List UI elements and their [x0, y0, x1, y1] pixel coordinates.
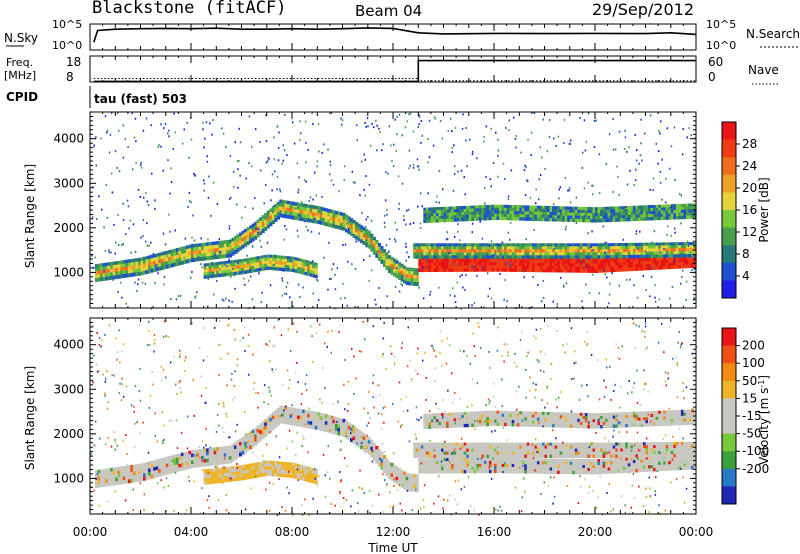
cpid-value: tau (fast) 503	[94, 92, 187, 106]
colorbar-tick-2-1: 8	[742, 247, 750, 261]
noise-line	[93, 27, 697, 43]
ytick-label-2-0: 1000	[53, 265, 84, 279]
freq-ytick-top: 18	[66, 55, 81, 69]
cpid-label: CPID	[6, 90, 38, 104]
nsearch-label: N.Search	[746, 27, 800, 41]
velocity-colorbar-label: Velocity [m s-1]	[757, 375, 772, 465]
power-y-axis: 1000 2000 3000 4000	[53, 111, 696, 309]
power-panel: 1000 2000 3000 4000 Slant Range [km] 4 8 12 16…	[23, 111, 771, 310]
noise-ytick-top: 10^5	[52, 18, 82, 31]
colorbar-swatch	[722, 433, 736, 452]
power-bands	[95, 199, 697, 287]
colorbar-tick-2-3: 16	[742, 203, 757, 217]
time-tick-label: 04:00	[174, 525, 209, 539]
velocity-panel: 1000 2000 3000 4000 Slant Range [km] 200 100…	[23, 317, 772, 516]
colorbar-swatch	[722, 468, 736, 487]
station-title: Blackstone (fitACF)	[92, 0, 287, 18]
time-axis-label: Time UT	[367, 541, 418, 554]
colorbar-swatch	[722, 380, 736, 399]
colorbar-swatch	[722, 210, 736, 228]
nsearch-ytick-top: 10^5	[706, 18, 736, 31]
power-ylabel: Slant Range [km]	[23, 164, 37, 268]
colorbar-swatch	[722, 139, 736, 158]
colorbar-swatch	[722, 363, 736, 382]
ytick-label-3-1: 2000	[53, 427, 84, 441]
colorbar-swatch	[722, 157, 736, 176]
time-tick-label: 16:00	[477, 525, 512, 539]
nave-ytick-top: 60	[708, 55, 723, 69]
colorbar-swatch	[722, 451, 736, 470]
colorbar-swatch	[722, 262, 736, 281]
colorbar-tick-3-2: 50	[742, 374, 757, 388]
power-colorbar: 4 8 12 16 20 24 28	[721, 121, 757, 299]
time-tick-label: 00:00	[679, 525, 714, 539]
ytick-label-3-3: 4000	[53, 338, 84, 352]
colorbar-tick-2-6: 28	[742, 137, 757, 151]
colorbar-swatch	[722, 486, 736, 505]
colorbar-swatch	[722, 345, 736, 364]
colorbar-tick-2-4: 20	[742, 181, 757, 195]
colorbar-swatch	[722, 245, 736, 264]
ytick-label-3-2: 3000	[53, 382, 84, 396]
velocity-bands	[95, 405, 697, 493]
frequency-line	[93, 59, 696, 83]
time-tick-label: 20:00	[578, 525, 613, 539]
colorbar-swatch	[722, 122, 736, 140]
colorbar-tick-3-7: -200	[742, 462, 769, 476]
ytick-label-2-3: 4000	[53, 132, 84, 146]
nsearch-ytick-bottom: 10^0	[706, 39, 736, 52]
colorbar-tick-2-2: 12	[742, 225, 757, 239]
date-title: 29/Sep/2012	[592, 0, 695, 19]
ytick-label-2-2: 3000	[53, 176, 84, 190]
velocity-ylabel: Slant Range [km]	[23, 366, 37, 470]
colorbar-tick-2-0: 4	[742, 269, 750, 283]
colorbar-swatch	[722, 416, 736, 434]
frequency-panel: Freq. [MHz] 18 8 60 0 Nave	[4, 55, 780, 85]
colorbar-tick-2-5: 24	[742, 159, 757, 173]
colorbar-tick-3-3: 15	[742, 391, 757, 405]
power-speckle	[91, 112, 696, 310]
power-colorbar-label: Power [dB]	[757, 177, 771, 242]
colorbar-tick-3-4: -15	[742, 409, 762, 423]
colorbar-tick-3-0: 200	[742, 339, 765, 353]
colorbar-swatch	[722, 398, 736, 417]
ytick-label-2-1: 2000	[53, 221, 84, 235]
freq-ytick-bottom: 8	[66, 70, 74, 84]
nave-label: Nave	[748, 63, 779, 77]
ytick-label-3-0: 1000	[53, 471, 84, 485]
freq-label-line1: Freq.	[6, 56, 33, 69]
colorbar-swatch	[722, 280, 736, 299]
velocity-colorbar: 200 100 50 15 -15 -50 -100 -200	[721, 327, 769, 505]
colorbar-swatch	[722, 174, 736, 193]
colorbar-swatch	[722, 227, 736, 246]
noise-ytick-bottom: 10^0	[52, 39, 82, 52]
nave-line	[93, 78, 696, 82]
time-tick-label: 00:00	[73, 525, 108, 539]
time-axis: 00:00 04:00 08:00 12:00 16:00 20:00 00:00	[73, 24, 714, 539]
velocity-y-axis: 1000 2000 3000 4000	[53, 317, 696, 515]
colorbar-swatch	[722, 192, 736, 211]
beam-title: Beam 04	[355, 2, 423, 20]
colorbar-tick-3-1: 100	[742, 356, 765, 370]
time-tick-label: 12:00	[376, 525, 411, 539]
nsky-label: N.Sky	[4, 31, 38, 45]
freq-label-line2: [MHz]	[4, 69, 36, 82]
noise-panel: N.Sky 10^5 10^0 10^5 10^0 N.Search	[4, 18, 800, 52]
colorbar-tick-3-6: -100	[742, 444, 769, 458]
time-tick-label: 08:00	[275, 525, 310, 539]
colorbar-tick-3-5: -50	[742, 427, 762, 441]
nave-ytick-bottom: 0	[708, 70, 716, 84]
colorbar-swatch	[722, 328, 736, 346]
